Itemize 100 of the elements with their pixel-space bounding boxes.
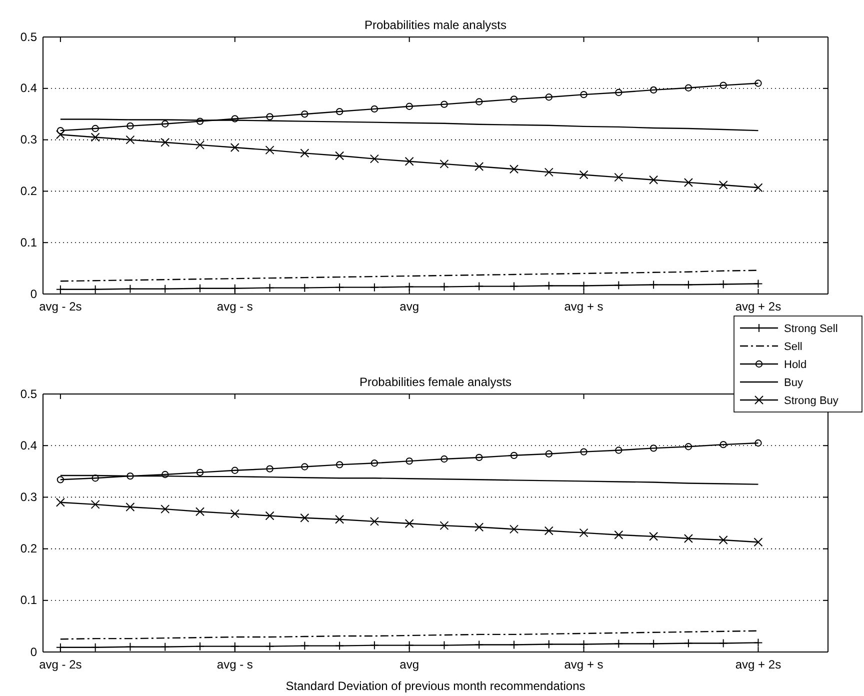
point	[196, 468, 204, 476]
point	[440, 521, 449, 530]
point	[650, 444, 658, 452]
point	[684, 84, 692, 92]
point	[754, 80, 762, 87]
line-series	[60, 270, 759, 282]
point	[510, 524, 518, 534]
legend-label: Strong Buy	[784, 395, 839, 407]
point	[230, 143, 240, 152]
point	[336, 461, 344, 468]
point	[126, 502, 135, 512]
x-tick-label: avg + 2s	[735, 658, 782, 672]
x-tick-label: avg + s	[564, 658, 604, 672]
point	[301, 110, 308, 118]
point	[126, 122, 134, 130]
point	[718, 536, 728, 545]
point	[650, 86, 658, 94]
point	[440, 455, 448, 463]
x-tick-label: avg	[400, 658, 420, 672]
y-tick-label: 0.3	[20, 490, 38, 504]
point	[684, 534, 693, 543]
point	[580, 448, 588, 456]
point	[510, 164, 518, 174]
point	[649, 175, 658, 184]
point	[300, 513, 310, 522]
point	[404, 519, 414, 528]
point	[545, 450, 552, 458]
x-tick-label: avg - s	[216, 300, 253, 314]
point	[544, 526, 554, 536]
point	[476, 98, 483, 106]
chart-title: Probabilities male analysts	[364, 18, 507, 32]
point	[126, 135, 135, 144]
point	[579, 170, 588, 180]
point	[614, 172, 624, 182]
point	[56, 476, 64, 484]
point	[231, 115, 238, 122]
point	[684, 178, 693, 187]
point	[754, 183, 763, 192]
point	[90, 132, 100, 142]
point	[196, 507, 204, 516]
point	[231, 466, 238, 474]
point	[720, 440, 727, 448]
point	[545, 94, 552, 101]
line-series	[60, 630, 759, 640]
point	[370, 154, 379, 164]
point	[754, 538, 763, 547]
x-axis-title: Standard Deviation of previous month recommendations	[286, 679, 586, 693]
point	[684, 443, 692, 450]
point	[370, 105, 378, 113]
point	[301, 463, 308, 470]
point	[160, 138, 170, 147]
x-tick-label: avg	[400, 300, 420, 314]
y-tick-label: 0.5	[20, 386, 38, 401]
point	[126, 472, 134, 480]
point	[300, 148, 310, 158]
point	[614, 530, 624, 540]
point	[370, 460, 378, 467]
x-tick-label: avg - 2s	[39, 300, 82, 314]
y-tick-label: 0.3	[20, 132, 38, 147]
point	[370, 516, 379, 526]
point	[162, 470, 169, 478]
y-tick-label: 0.4	[20, 81, 38, 96]
y-tick-label: 0.1	[20, 593, 38, 608]
point	[160, 504, 170, 514]
point	[92, 124, 99, 132]
y-tick-label: 0.2	[20, 184, 38, 198]
y-tick-label: 0.2	[20, 542, 38, 556]
x-tick-label: avg + 2s	[735, 300, 782, 314]
point	[720, 82, 727, 89]
point	[579, 528, 588, 538]
point	[440, 100, 448, 108]
legend-label: Sell	[784, 341, 802, 353]
point	[56, 498, 65, 507]
legend-label: Buy	[784, 377, 804, 389]
point	[580, 90, 588, 98]
y-tick-label: 0.1	[20, 235, 38, 250]
point	[162, 120, 169, 128]
point	[335, 151, 344, 160]
point	[335, 514, 344, 524]
point	[265, 511, 274, 520]
point	[406, 457, 413, 465]
legend-label: Strong Sell	[784, 323, 838, 335]
point	[510, 452, 518, 459]
point	[649, 532, 658, 541]
point	[754, 439, 762, 447]
y-tick-label: 0.5	[20, 30, 38, 44]
point	[476, 454, 483, 462]
point	[718, 180, 728, 190]
point	[266, 465, 274, 472]
point	[440, 159, 449, 168]
point	[56, 130, 65, 140]
y-tick-label: 0	[30, 286, 38, 301]
point	[406, 102, 413, 110]
point	[510, 96, 518, 103]
x-tick-label: avg - s	[216, 658, 253, 672]
x-tick-label: avg - 2s	[39, 658, 82, 672]
point	[90, 500, 100, 509]
chart-title: Probabilities female analysts	[359, 375, 512, 389]
point	[615, 446, 622, 454]
point	[544, 168, 554, 177]
